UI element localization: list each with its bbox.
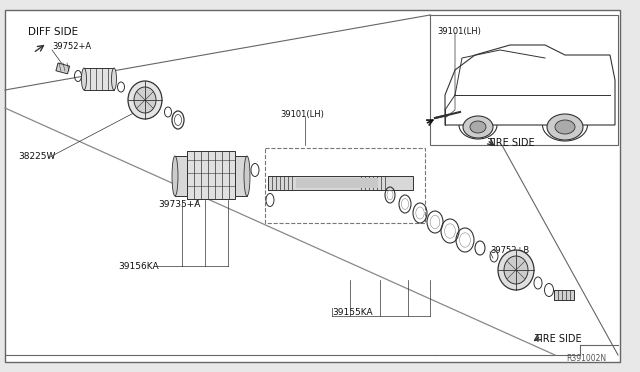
- Text: TIRE SIDE: TIRE SIDE: [487, 138, 534, 148]
- Ellipse shape: [498, 250, 534, 290]
- Text: 39101(LH): 39101(LH): [280, 110, 324, 119]
- Ellipse shape: [555, 120, 575, 134]
- Text: 39155KA: 39155KA: [332, 308, 372, 317]
- Ellipse shape: [244, 156, 250, 196]
- Text: R391002N: R391002N: [566, 354, 606, 363]
- Ellipse shape: [547, 114, 583, 140]
- Bar: [430, 15, 618, 145]
- Bar: [175, 156, 187, 196]
- Bar: [235, 156, 247, 196]
- Ellipse shape: [134, 87, 156, 113]
- Text: 38225W: 38225W: [18, 152, 56, 161]
- Text: 39156KA: 39156KA: [118, 262, 159, 271]
- Text: 39752+B: 39752+B: [490, 246, 529, 255]
- Text: 39735+A: 39735+A: [158, 200, 200, 209]
- Ellipse shape: [172, 156, 178, 196]
- Ellipse shape: [504, 256, 528, 284]
- Ellipse shape: [128, 81, 162, 119]
- Text: TIRE SIDE: TIRE SIDE: [534, 334, 582, 344]
- Text: 39101(LH): 39101(LH): [437, 27, 481, 36]
- Bar: [56, 63, 70, 74]
- Bar: [187, 151, 235, 199]
- Bar: [268, 176, 413, 190]
- Ellipse shape: [111, 68, 116, 90]
- Text: 39752+A: 39752+A: [52, 42, 91, 51]
- Bar: [84, 68, 114, 90]
- Ellipse shape: [470, 121, 486, 133]
- Ellipse shape: [81, 68, 86, 90]
- Bar: [296, 178, 378, 188]
- Text: DIFF SIDE: DIFF SIDE: [28, 27, 78, 37]
- Bar: [265, 148, 425, 223]
- Ellipse shape: [463, 116, 493, 138]
- Bar: [554, 290, 574, 300]
